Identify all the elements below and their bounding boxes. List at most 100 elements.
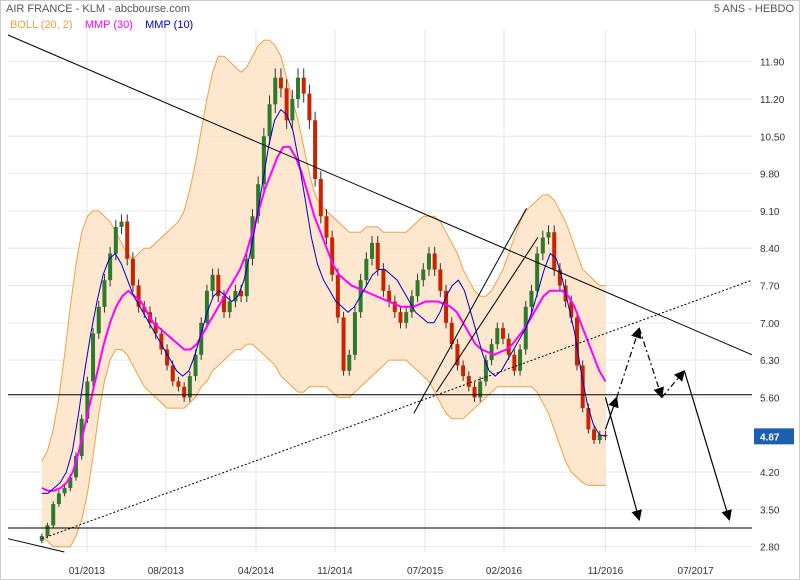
candle-up bbox=[113, 226, 118, 254]
bollinger-lower-line bbox=[41, 343, 606, 548]
candle-down bbox=[438, 269, 443, 291]
candle-down bbox=[318, 178, 323, 217]
candle-up bbox=[267, 104, 272, 137]
candle-down bbox=[125, 221, 130, 259]
y-tick-label: 10.50 bbox=[760, 132, 785, 143]
candle-down bbox=[301, 77, 306, 94]
last-price-badge bbox=[754, 428, 794, 445]
candle-up bbox=[73, 456, 78, 478]
candle-down bbox=[586, 408, 591, 430]
y-tick-label: 2.80 bbox=[760, 543, 780, 554]
candle-down bbox=[182, 386, 187, 398]
trendline bbox=[413, 207, 527, 414]
candle-down bbox=[580, 365, 585, 409]
candle-down bbox=[170, 365, 175, 382]
candle-down bbox=[398, 312, 403, 323]
candle-up bbox=[290, 98, 295, 121]
candle-down bbox=[335, 274, 340, 318]
candle-up bbox=[421, 269, 426, 281]
projection-arrow bbox=[604, 397, 642, 522]
candle-up bbox=[370, 242, 375, 259]
candle-up bbox=[68, 477, 73, 489]
candle-down bbox=[216, 274, 221, 297]
candle-up bbox=[483, 360, 488, 382]
projection-arrow bbox=[604, 396, 619, 430]
candle-down bbox=[375, 242, 380, 270]
candle-down bbox=[130, 258, 135, 286]
candle-down bbox=[153, 322, 158, 334]
candle-down bbox=[592, 429, 597, 441]
chart-title: AIR FRANCE - KLM - abcbourse.com bbox=[6, 3, 190, 15]
candle-up bbox=[352, 312, 357, 355]
y-tick-label: 3.50 bbox=[760, 505, 780, 516]
candle-up bbox=[404, 312, 409, 323]
legend: BOLL (20, 2) MMP (30) MMP (10) bbox=[10, 19, 193, 31]
candle-up bbox=[204, 290, 209, 323]
projection-arrow bbox=[683, 370, 732, 522]
candle-up bbox=[91, 333, 96, 382]
projection-arrow bbox=[616, 327, 642, 398]
candle-up bbox=[426, 253, 431, 270]
candle-up bbox=[227, 301, 232, 313]
legend-boll: BOLL (20, 2) bbox=[10, 19, 73, 31]
legend-mmp10: MMP (10) bbox=[145, 19, 194, 31]
candle-down bbox=[569, 301, 574, 318]
candle-down bbox=[176, 381, 181, 387]
dotted-trendline bbox=[41, 279, 753, 540]
candle-up bbox=[102, 280, 107, 307]
candle-down bbox=[307, 93, 312, 121]
candle-down bbox=[330, 237, 335, 275]
y-tick-label: 9.10 bbox=[760, 207, 780, 218]
candle-down bbox=[239, 290, 244, 297]
candle-up bbox=[489, 344, 494, 361]
candle-down bbox=[472, 386, 477, 398]
candle-down bbox=[142, 306, 147, 313]
candle-down bbox=[512, 354, 517, 371]
candle-up bbox=[415, 280, 420, 297]
mmp10-line bbox=[41, 108, 606, 494]
candle-up bbox=[193, 354, 198, 377]
last-price-label: 4.87 bbox=[760, 432, 780, 443]
candle-up bbox=[244, 258, 249, 297]
candle-down bbox=[461, 365, 466, 377]
candle-down bbox=[455, 344, 460, 366]
x-tick-label: 02/2016 bbox=[486, 566, 523, 577]
mmp30-line bbox=[41, 145, 607, 492]
candle-up bbox=[233, 290, 238, 302]
bollinger-upper-line bbox=[41, 39, 606, 462]
bollinger-band-fill bbox=[41, 40, 606, 547]
y-tick-label: 7.00 bbox=[760, 319, 780, 330]
candle-up bbox=[364, 258, 369, 281]
candle-down bbox=[557, 269, 562, 286]
trendline bbox=[435, 237, 539, 393]
candle-up bbox=[256, 184, 261, 217]
candle-up bbox=[96, 306, 101, 334]
y-tick-label: 5.60 bbox=[760, 393, 780, 404]
x-tick-label: 11/2016 bbox=[588, 566, 624, 577]
candle-up bbox=[199, 322, 204, 355]
candle-up bbox=[119, 221, 124, 227]
y-tick-label: 6.30 bbox=[760, 356, 780, 367]
candle-up bbox=[51, 504, 56, 526]
candle-down bbox=[324, 216, 329, 238]
projection-arrow bbox=[661, 369, 686, 398]
candle-up bbox=[250, 216, 255, 259]
y-tick-label: 11.90 bbox=[760, 58, 785, 69]
candle-up bbox=[478, 381, 483, 398]
x-tick-label: 07/2017 bbox=[678, 566, 715, 577]
candle-up bbox=[409, 296, 414, 313]
candle-up bbox=[108, 253, 113, 281]
candle-down bbox=[313, 120, 318, 179]
candle-down bbox=[500, 328, 505, 339]
candle-up bbox=[540, 237, 545, 254]
trendline bbox=[7, 538, 65, 553]
y-tick-label: 9.80 bbox=[760, 170, 780, 181]
candle-down bbox=[278, 77, 283, 89]
x-tick-label: 11/2014 bbox=[317, 566, 353, 577]
candle-up bbox=[347, 354, 352, 371]
candle-up bbox=[535, 253, 540, 291]
y-tick-label: 7.70 bbox=[760, 282, 780, 293]
candle-down bbox=[392, 301, 397, 313]
